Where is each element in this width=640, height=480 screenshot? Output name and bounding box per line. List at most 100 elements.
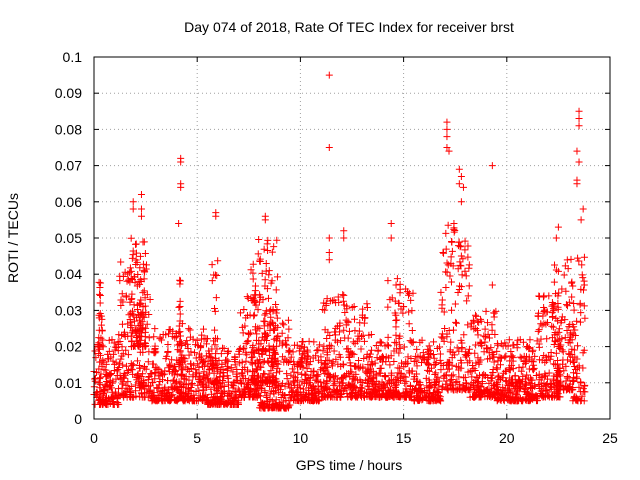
data-point [188,379,196,387]
data-point [116,360,124,368]
data-point [132,392,140,400]
data-point [402,373,410,381]
data-point [294,369,302,377]
data-point [363,393,371,401]
data-point [579,274,587,282]
data-point [484,345,492,353]
data-point [350,302,358,310]
data-point [516,385,524,393]
data-point [470,382,478,390]
data-point [254,250,262,258]
data-point [387,391,395,399]
data-point [419,354,427,362]
data-point [578,392,586,400]
data-point [208,261,216,269]
data-point [311,384,319,392]
data-point [268,358,276,366]
data-point [194,381,202,389]
data-point [573,180,581,188]
data-point [168,384,176,392]
data-point [140,362,148,370]
data-point [349,383,357,391]
data-point [137,212,145,220]
data-point [538,390,546,398]
data-point [329,358,337,366]
data-point [142,381,150,389]
data-point [327,393,335,401]
data-point [415,386,423,394]
data-point [118,290,126,298]
data-point [457,252,465,260]
x-tick-label: 0 [90,430,98,446]
data-point [495,353,503,361]
data-point [554,393,562,401]
data-point [474,354,482,362]
data-point [122,293,130,301]
data-point [132,334,140,342]
data-point [425,342,433,350]
data-point [177,389,185,397]
data-point [119,391,127,399]
data-point [176,347,184,355]
data-point [485,388,493,396]
data-point [284,380,292,388]
data-point [554,317,562,325]
data-point [110,399,118,407]
data-point [502,377,510,385]
data-point [128,338,136,346]
data-point [223,349,231,357]
data-point [575,158,583,166]
data-point [379,358,387,366]
data-point [455,347,463,355]
data-point [399,309,407,317]
data-point [256,291,264,299]
data-point [580,253,588,261]
data-point [343,305,351,313]
data-point [137,191,145,199]
data-point [212,294,220,302]
data-point [223,366,231,374]
data-point [395,299,403,307]
data-point [340,227,348,235]
data-point [554,292,562,300]
data-point [119,273,127,281]
data-point [341,334,349,342]
data-point [387,220,395,228]
data-point [225,392,233,400]
data-point [535,370,543,378]
data-point [439,249,447,257]
data-point [200,358,208,366]
data-point [249,275,257,283]
data-point [572,394,580,402]
data-point [96,384,104,392]
data-point [432,369,440,377]
data-point [264,247,272,255]
data-point [408,327,416,335]
data-point [126,393,134,401]
data-point [452,318,460,326]
data-point [243,381,251,389]
data-point [177,183,185,191]
data-point [95,278,103,286]
data-point [95,311,103,319]
data-point [554,336,562,344]
data-point [211,341,219,349]
data-point [475,390,483,398]
data-point [461,267,469,275]
data-point [544,375,552,383]
data-point [522,396,530,404]
data-point [397,359,405,367]
data-point [535,309,543,317]
data-point [212,212,220,220]
data-point [126,264,134,272]
data-point [230,378,238,386]
data-point [96,374,104,382]
data-point [243,312,251,320]
data-point [221,359,229,367]
data-point [481,325,489,333]
data-point [358,333,366,341]
data-point [336,319,344,327]
data-point [231,400,239,408]
data-point [136,252,144,260]
data-point [238,358,246,366]
